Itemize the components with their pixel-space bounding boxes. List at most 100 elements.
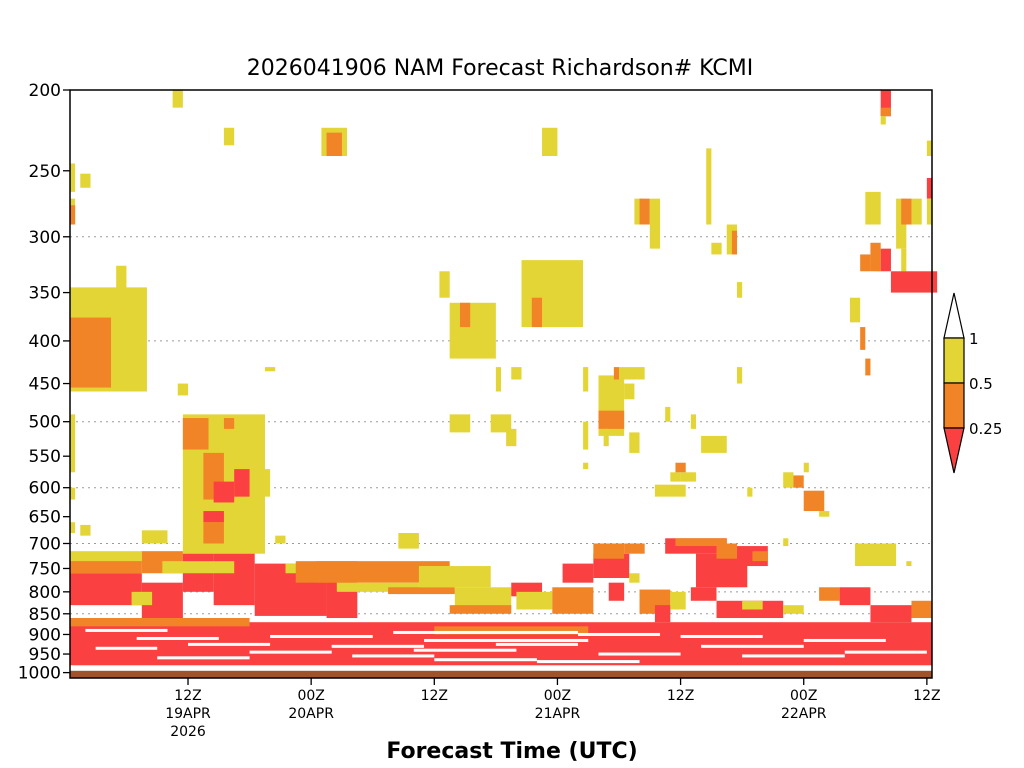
ri-gap-streak xyxy=(85,628,168,632)
ri-cell-orange xyxy=(613,367,620,380)
ri-cell-yellow xyxy=(711,242,722,255)
ri-gap-streak xyxy=(844,650,927,654)
ri-cell-yellow xyxy=(783,605,804,614)
y-tick-label: 900 xyxy=(29,625,61,645)
ri-cell-orange xyxy=(70,317,112,388)
ri-cell-red xyxy=(203,511,224,523)
ri-cell-yellow xyxy=(177,383,189,396)
ri-cell-yellow xyxy=(670,472,681,482)
ri-cell-red xyxy=(880,90,891,117)
ri-cell-red xyxy=(234,469,250,497)
ri-cell-yellow xyxy=(80,173,91,188)
ri-cell-orange xyxy=(865,358,871,376)
ri-cell-yellow xyxy=(583,421,589,450)
x-tick-label: 12Z xyxy=(913,688,940,704)
ri-gap-streak xyxy=(803,638,886,642)
ri-cell-yellow xyxy=(701,435,727,453)
ri-cell-orange xyxy=(593,543,625,559)
ri-cell-orange xyxy=(803,490,825,512)
ri-cell-red xyxy=(890,271,938,293)
ri-cell-red xyxy=(213,481,235,503)
x-tick-label: 00Z xyxy=(790,688,817,704)
ri-cell-orange xyxy=(624,543,645,554)
ri-cell-yellow xyxy=(449,302,496,359)
ri-cell-orange xyxy=(675,462,686,473)
ground-fill xyxy=(70,670,932,678)
ri-cell-red xyxy=(562,563,594,583)
ri-cell-yellow xyxy=(629,573,640,583)
ri-gap-streak xyxy=(157,656,250,660)
colorbar-bottom-arrow xyxy=(943,427,965,474)
x-tick-label: 19APR xyxy=(165,706,211,722)
y-tick-label: 1000 xyxy=(18,664,61,684)
y-tick-label: 550 xyxy=(29,447,61,467)
ri-gap-streak xyxy=(495,642,578,646)
x-tick-label: 12Z xyxy=(174,688,201,704)
ri-cell-yellow xyxy=(747,487,753,497)
ri-cell-orange xyxy=(819,587,840,601)
ri-cell-yellow xyxy=(70,163,76,192)
ri-cell-yellow xyxy=(706,148,712,225)
x-tick-label: 00Z xyxy=(544,688,571,704)
ri-cell-red xyxy=(870,605,912,623)
ri-cell-yellow xyxy=(516,591,553,610)
y-tick-label: 850 xyxy=(29,605,61,625)
ri-cell-yellow xyxy=(542,127,558,156)
ri-gap-streak xyxy=(393,630,578,634)
x-tick-label: 22APR xyxy=(781,706,827,722)
ri-cell-orange xyxy=(731,230,738,255)
ri-cell-yellow xyxy=(737,282,743,298)
chart-title: 2026041906 NAM Forecast Richardson# KCMI xyxy=(247,56,753,81)
ri-cell-yellow xyxy=(783,472,794,488)
ri-cell-yellow xyxy=(911,198,922,225)
ri-cell-orange xyxy=(70,618,250,627)
ri-cell-orange xyxy=(860,254,871,272)
ri-cell-yellow xyxy=(896,198,907,249)
ri-cell-orange xyxy=(793,475,804,488)
ri-cell-yellow xyxy=(80,524,91,536)
y-tick-label: 400 xyxy=(29,332,61,352)
ri-gap-streak xyxy=(598,652,681,656)
ri-cell-yellow xyxy=(70,551,142,564)
ri-cell-red xyxy=(926,177,932,199)
ri-cell-orange xyxy=(901,198,912,225)
ri-cell-orange xyxy=(459,302,471,328)
ri-cell-yellow xyxy=(131,591,153,606)
ri-cell-yellow xyxy=(629,432,640,453)
ri-cell-yellow xyxy=(855,543,897,567)
ri-gap-streak xyxy=(249,650,332,654)
ri-cell-orange xyxy=(752,551,768,562)
ri-cell-red xyxy=(880,248,891,272)
ri-gap-streak xyxy=(701,644,804,648)
y-tick-label: 700 xyxy=(29,534,61,554)
ri-cell-red xyxy=(690,587,717,601)
ri-cell-red xyxy=(608,582,625,601)
ri-cell-yellow xyxy=(254,469,271,497)
ri-cell-orange xyxy=(880,107,891,117)
ri-cell-red xyxy=(70,573,142,606)
heatmap-cells xyxy=(70,90,938,666)
ri-cell-orange xyxy=(860,327,866,350)
ri-cell-yellow xyxy=(624,383,635,400)
ri-cell-yellow xyxy=(583,367,589,392)
ri-cell-yellow xyxy=(819,511,830,517)
ri-gap-streak xyxy=(331,644,425,648)
ri-cell-orange xyxy=(449,605,512,614)
ri-cell-yellow xyxy=(506,428,517,447)
ri-cell-orange xyxy=(675,538,727,547)
ri-cell-yellow xyxy=(70,522,76,534)
ri-gap-streak xyxy=(536,660,640,664)
ri-cell-yellow xyxy=(490,414,512,433)
ri-cell-yellow xyxy=(880,116,886,125)
ri-cell-yellow xyxy=(926,198,932,225)
colorbar-level-label: 0.5 xyxy=(969,375,993,393)
y-tick-label: 950 xyxy=(29,645,61,665)
ri-cell-orange xyxy=(70,205,76,225)
ri-gap-streak xyxy=(188,642,271,646)
ri-cell-yellow xyxy=(906,561,912,567)
x-tick-label: 2026 xyxy=(170,724,206,740)
ri-cell-orange xyxy=(639,198,650,225)
ri-cell-orange xyxy=(223,418,235,429)
y-tick-label: 300 xyxy=(29,228,61,248)
